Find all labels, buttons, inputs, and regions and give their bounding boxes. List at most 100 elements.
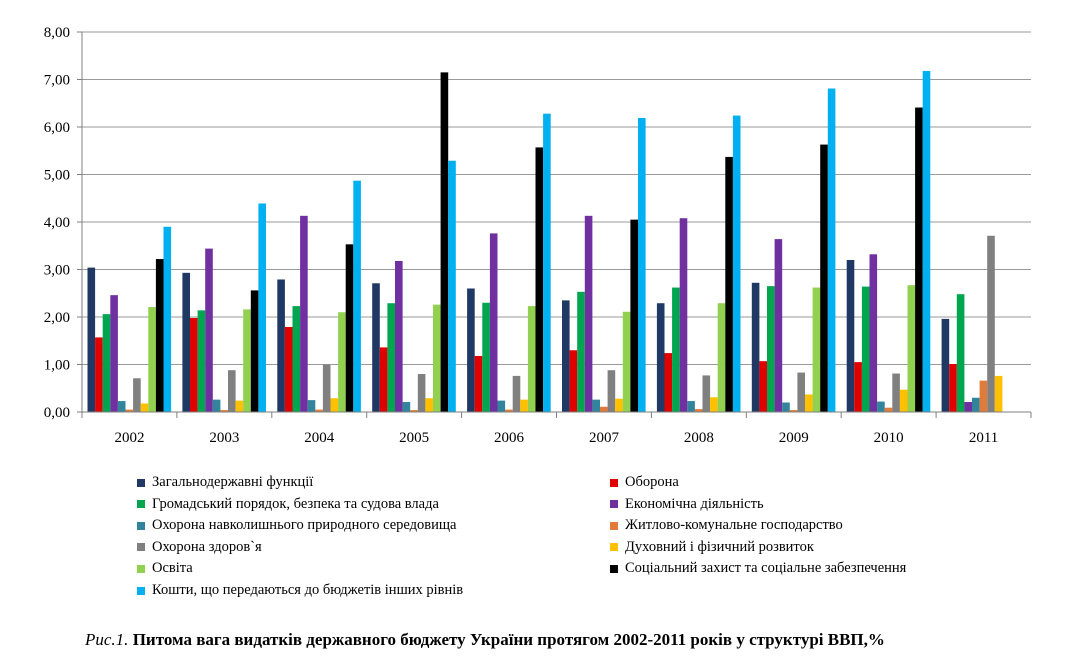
y-tick-label: 4,00 [44,215,70,231]
bar [915,107,923,413]
bar [250,290,259,412]
bar [117,401,126,412]
bar [638,117,646,412]
bar [190,317,198,412]
y-tick-label: 0,00 [44,405,70,421]
bar [277,279,285,412]
bar [854,362,862,412]
y-tick-label: 6,00 [44,120,70,136]
bar [307,400,316,412]
bar [717,303,726,412]
bar [467,288,475,412]
bar [133,378,141,412]
bar [535,147,544,413]
bar [956,294,965,412]
bar [489,233,498,412]
bar [994,375,1003,412]
x-tick-label: 2004 [304,430,335,446]
bar [212,399,221,412]
bar [110,295,118,412]
bar [710,397,718,412]
x-tick-label: 2002 [114,430,144,446]
x-tick-label: 2008 [684,430,714,446]
figure-caption: Рис.1. Питома вага видатків державного б… [85,630,885,650]
bar [827,88,836,413]
bar [592,399,600,412]
x-tick-label: 2009 [779,430,809,446]
bar [584,215,593,412]
caption-label: Рис.1. [85,630,129,649]
x-tick-label: 2006 [494,430,525,446]
bar [797,372,805,412]
bar [155,259,164,412]
bar [694,409,703,412]
y-tick-label: 8,00 [44,25,70,41]
x-tick-label: 2011 [969,430,998,446]
bar [805,394,813,412]
bar [417,374,426,412]
bar [258,203,266,412]
bar [243,309,251,412]
y-axis: 0,00 1,00 2,00 3,00 4,00 5,00 6,00 7,00 8,00 [44,25,83,421]
bar [410,410,418,412]
bar [672,287,680,412]
bar [220,410,228,412]
bar [87,267,96,412]
bar [433,304,441,412]
bar [922,70,931,412]
x-tick-label: 2005 [399,430,429,446]
bar [527,306,536,412]
bar [615,398,623,412]
caption-text: Питома вага видатків державного бюджету … [132,630,885,649]
bar [338,312,346,412]
bar [95,337,103,412]
bar [782,402,790,412]
bar [656,303,665,412]
bars [87,70,1003,413]
bar [869,254,878,412]
bar [767,286,775,412]
bar [679,218,688,412]
bar [630,219,638,412]
y-tick-label: 1,00 [44,358,70,374]
bar [140,403,149,412]
bar [345,244,354,412]
bar [569,350,578,412]
bar [543,113,551,412]
y-tick-label: 7,00 [44,73,70,89]
bar [235,400,244,412]
bar [395,260,403,412]
bar [964,402,972,412]
bar [520,399,528,412]
bar [292,306,301,412]
gridlines [82,31,1031,413]
bar [861,286,870,412]
bar [148,307,156,412]
x-axis: 2002 2003 2004 2005 2006 2007 2008 2009 2010 2011 [81,411,1032,446]
bar [512,375,521,412]
bar [425,398,433,412]
bar [353,180,361,412]
bar [789,410,798,412]
bar [448,160,456,412]
bar [284,326,293,412]
bar [163,226,172,412]
bar [315,409,323,412]
x-tick-label: 2003 [209,430,239,446]
bar [702,375,711,412]
bar [125,409,134,412]
bar [884,407,893,412]
bar [846,260,855,412]
bar [205,248,213,412]
bar [987,235,995,412]
x-tick-label: 2007 [589,430,620,446]
bar [941,318,950,412]
bar [820,144,828,412]
bar [440,72,449,412]
bar [774,239,783,412]
bar [505,409,513,412]
bar [607,370,616,412]
bar [182,272,190,412]
bar [379,347,388,412]
